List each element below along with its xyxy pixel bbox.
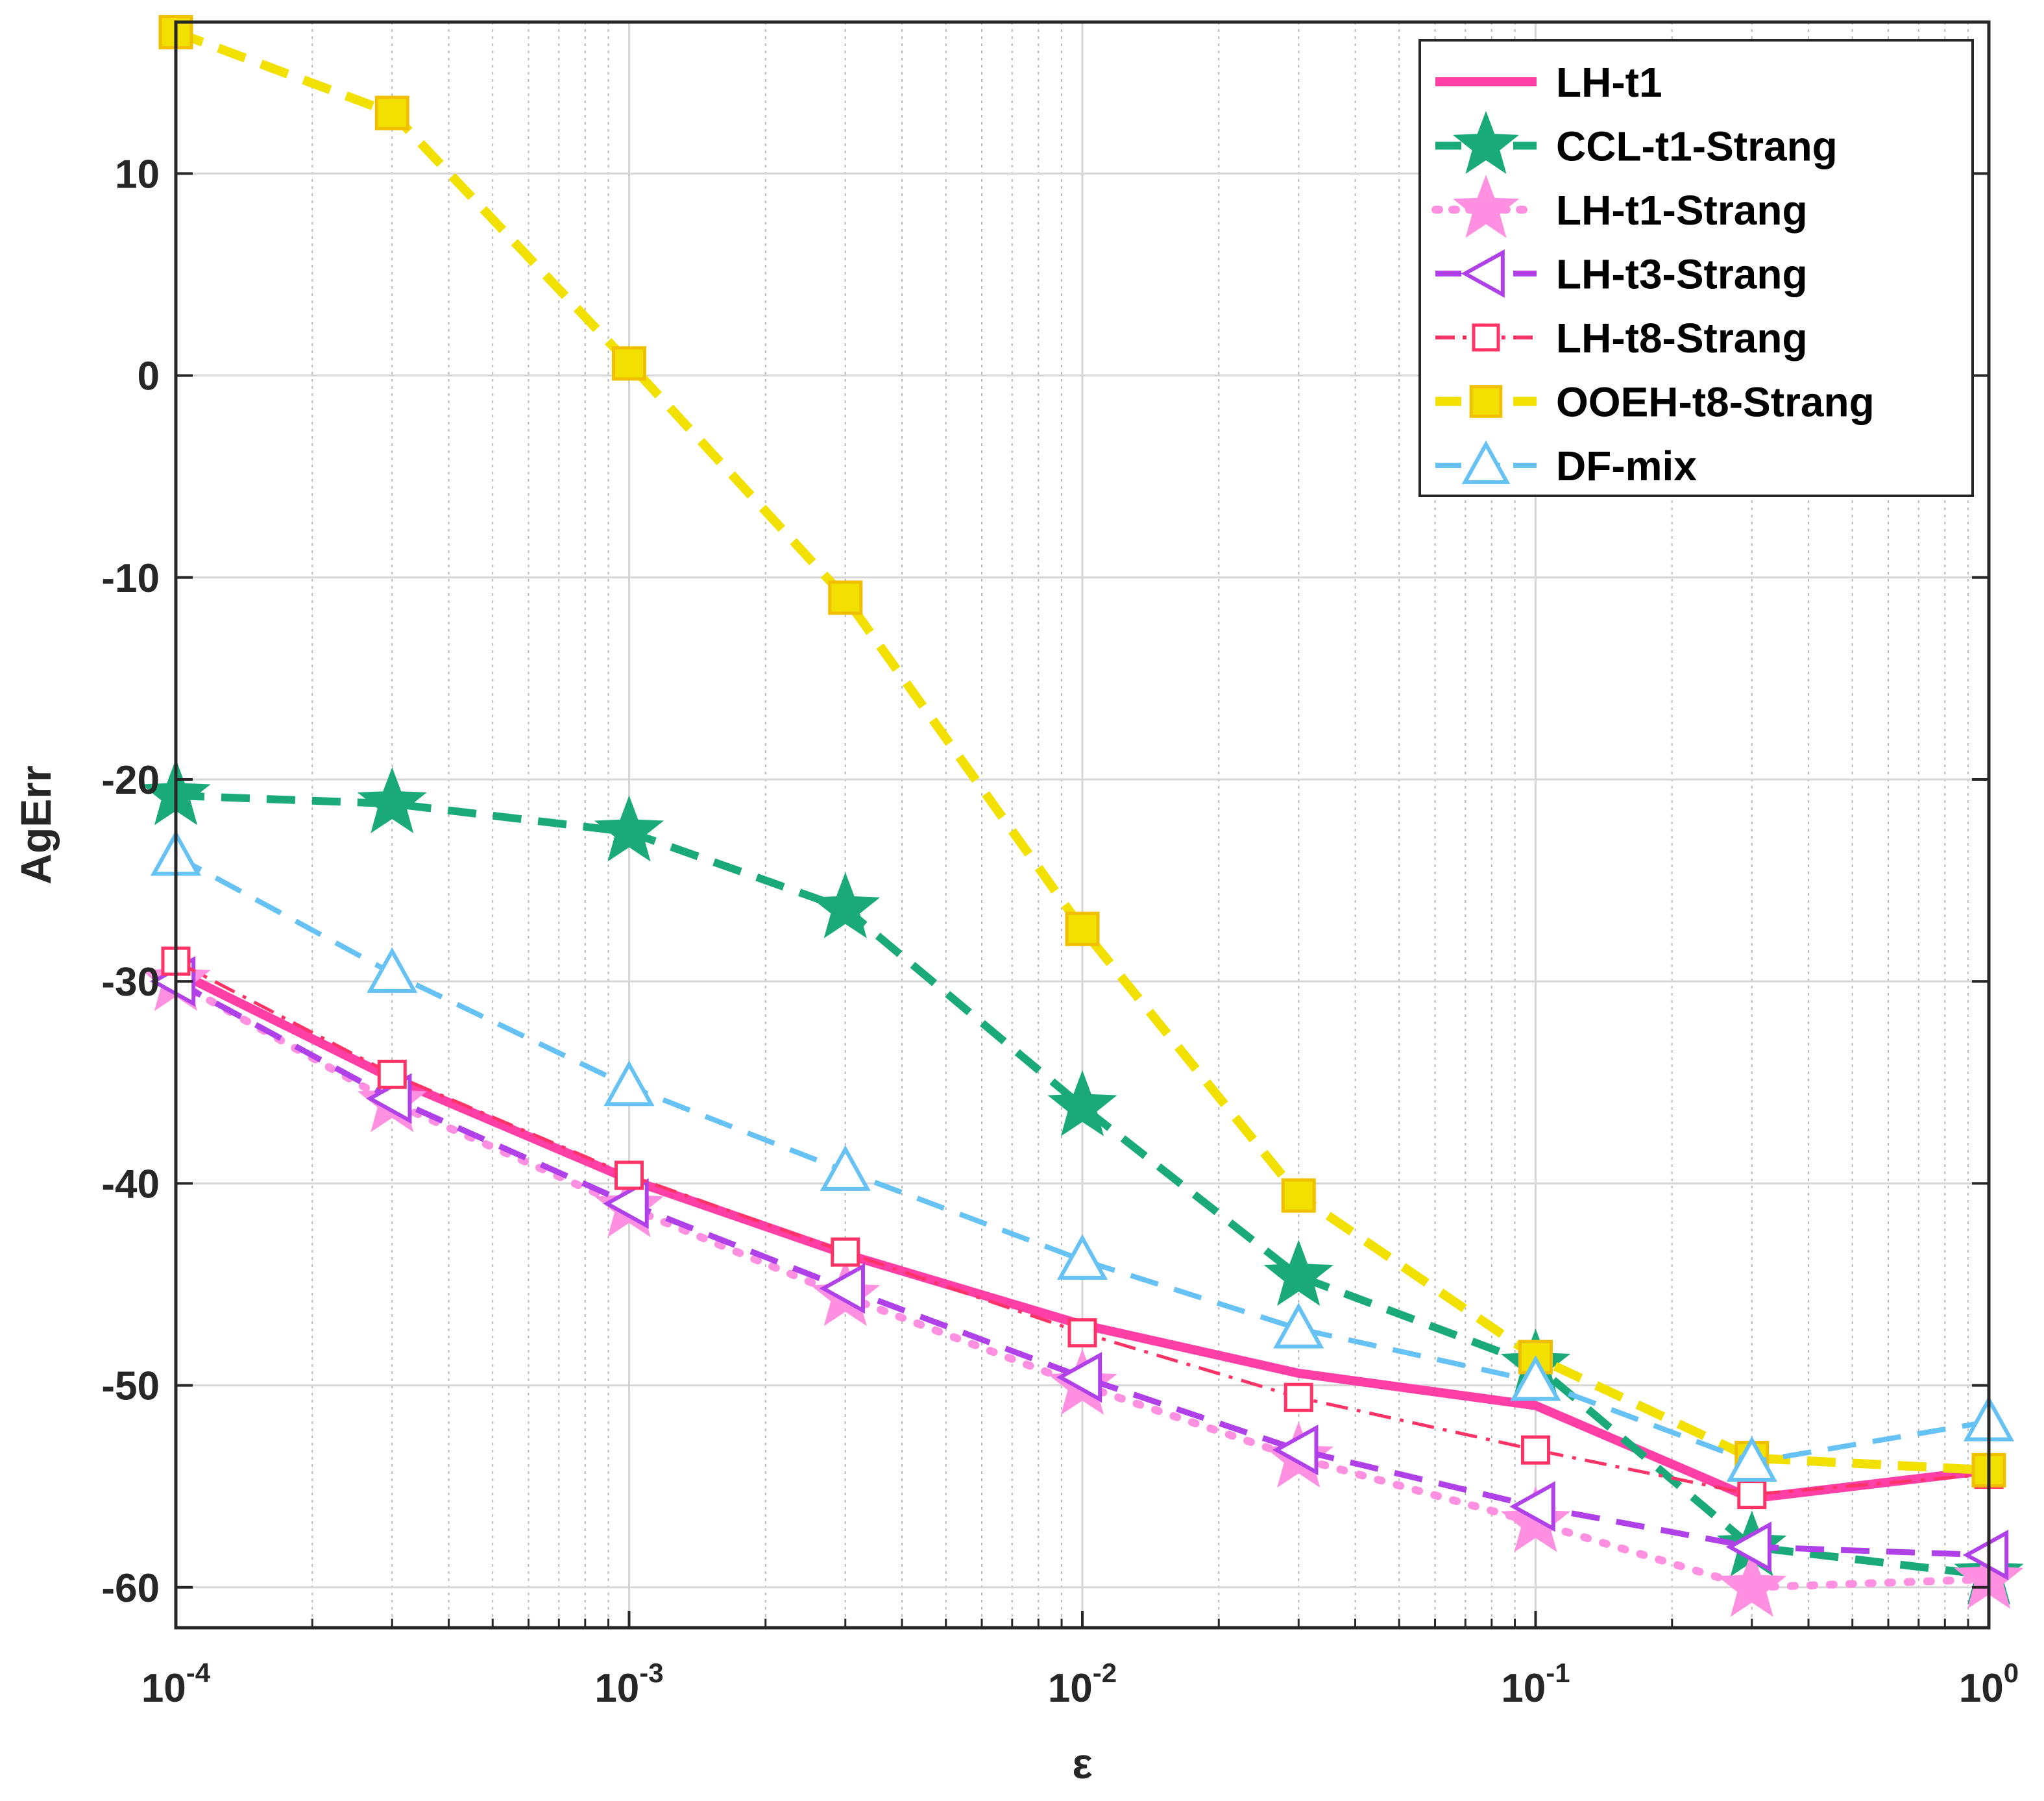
star-marker: [1452, 110, 1520, 174]
series-line: [175, 853, 1989, 1465]
series-lh-t3-strang: [149, 956, 2009, 1581]
star-marker: [1717, 1550, 1787, 1617]
triangle-up-marker: [1461, 440, 1511, 484]
x-tick-exponent: -2: [1093, 1658, 1117, 1688]
legend-item: DF-mix: [1435, 440, 1697, 489]
square-marker: [831, 1237, 860, 1267]
ticks-layer: [175, 172, 1990, 1628]
x-tick-label: 100: [1959, 1658, 2019, 1711]
square-marker: [1067, 1318, 1097, 1348]
x-tick-label: 10-1: [1501, 1658, 1570, 1711]
x-tick-base: 10: [1959, 1666, 2004, 1711]
legend-item: LH-t1: [1435, 59, 1662, 106]
x-tick-label: 10-3: [594, 1658, 663, 1711]
x-tick-exponent: -1: [1546, 1658, 1570, 1688]
series-line: [174, 979, 1989, 1558]
star-marker: [1263, 1240, 1333, 1306]
square-marker: [1469, 385, 1503, 418]
y-tick-label: -20: [101, 758, 160, 803]
triangle-left-marker: [1056, 1352, 1102, 1403]
square-marker: [1521, 1435, 1550, 1465]
x-tick-exponent: -3: [639, 1658, 663, 1688]
y-tick-label: -60: [101, 1566, 160, 1611]
x-tick-base: 10: [1048, 1666, 1093, 1711]
star-marker: [357, 767, 427, 833]
star-marker: [810, 872, 881, 938]
triangle-up-marker: [1726, 1436, 1777, 1482]
x-tick-label: 10-4: [141, 1658, 211, 1711]
square-marker: [1737, 1480, 1767, 1510]
legend-item: CCL-t1-Strang: [1435, 110, 1838, 174]
series-line: [175, 791, 1989, 1580]
triangle-up-marker: [820, 1145, 871, 1191]
legend-box: [1418, 39, 1974, 497]
legend-label: OOEH-t8-Strang: [1556, 379, 1875, 426]
square-marker: [828, 580, 863, 615]
legend-item: LH-t8-Strang: [1435, 315, 1808, 361]
triangle-up-marker: [1056, 1234, 1108, 1280]
x-tick-base: 10: [141, 1666, 186, 1711]
legend-label: DF-mix: [1556, 443, 1697, 489]
star-marker: [1047, 1070, 1117, 1136]
legend-label: LH-t1: [1556, 59, 1662, 106]
y-tick-label: -50: [101, 1364, 160, 1409]
legend-label: LH-t1-Strang: [1556, 187, 1808, 234]
x-tick-exponent: 0: [2004, 1658, 2019, 1688]
y-tick-label: -30: [101, 960, 160, 1005]
legend-label: LH-t3-Strang: [1556, 251, 1808, 298]
legend-item: LH-t3-Strang: [1435, 249, 1808, 298]
square-marker: [374, 95, 409, 130]
x-axis-label: ε: [1072, 1739, 1092, 1787]
y-axis-label: AgErr: [12, 765, 60, 884]
square-marker: [1284, 1382, 1313, 1412]
star-marker: [594, 795, 664, 862]
x-tick-base: 10: [594, 1666, 639, 1711]
triangle-left-marker: [603, 1178, 649, 1229]
legend-label: CCL-t1-Strang: [1556, 123, 1838, 170]
x-tick-label: 10-2: [1048, 1658, 1117, 1711]
square-marker: [1065, 911, 1100, 946]
legend: LH-t1 CCL-t1-Strang LH-t1-Strang LH-t3-Stra…: [1418, 39, 1974, 497]
square-marker: [377, 1059, 407, 1089]
legend-item: OOEH-t8-Strang: [1435, 379, 1875, 426]
triangle-left-marker: [819, 1263, 865, 1314]
legend-item: LH-t1-Strang: [1431, 175, 1808, 238]
square-marker: [1281, 1178, 1316, 1213]
legend-label: LH-t8-Strang: [1556, 315, 1808, 361]
triangle-left-marker: [1509, 1481, 1555, 1532]
triangle-left-marker: [1962, 1529, 2009, 1581]
y-tick-label: 10: [115, 152, 160, 197]
triangle-up-marker: [1273, 1303, 1324, 1349]
y-tick-label: 0: [138, 354, 160, 399]
triangle-left-marker: [1272, 1425, 1319, 1476]
triangle-up-marker: [367, 947, 418, 993]
series-line: [174, 28, 1989, 1475]
triangle-left-marker: [1725, 1521, 1771, 1573]
series-layer: [141, 15, 2024, 1617]
y-tick-label: -10: [101, 556, 160, 601]
triangle-up-marker: [1510, 1355, 1561, 1401]
square-marker: [614, 1160, 644, 1190]
triangle-up-marker: [603, 1060, 655, 1107]
series-df-mix: [150, 830, 2015, 1482]
x-tick-exponent: -4: [186, 1658, 211, 1688]
triangle-left-marker: [1461, 249, 1505, 298]
x-tick-base: 10: [1501, 1666, 1546, 1711]
square-marker: [1472, 323, 1500, 352]
square-marker: [612, 346, 646, 381]
y-tick-label: -40: [101, 1162, 160, 1207]
star-marker: [1452, 175, 1520, 238]
